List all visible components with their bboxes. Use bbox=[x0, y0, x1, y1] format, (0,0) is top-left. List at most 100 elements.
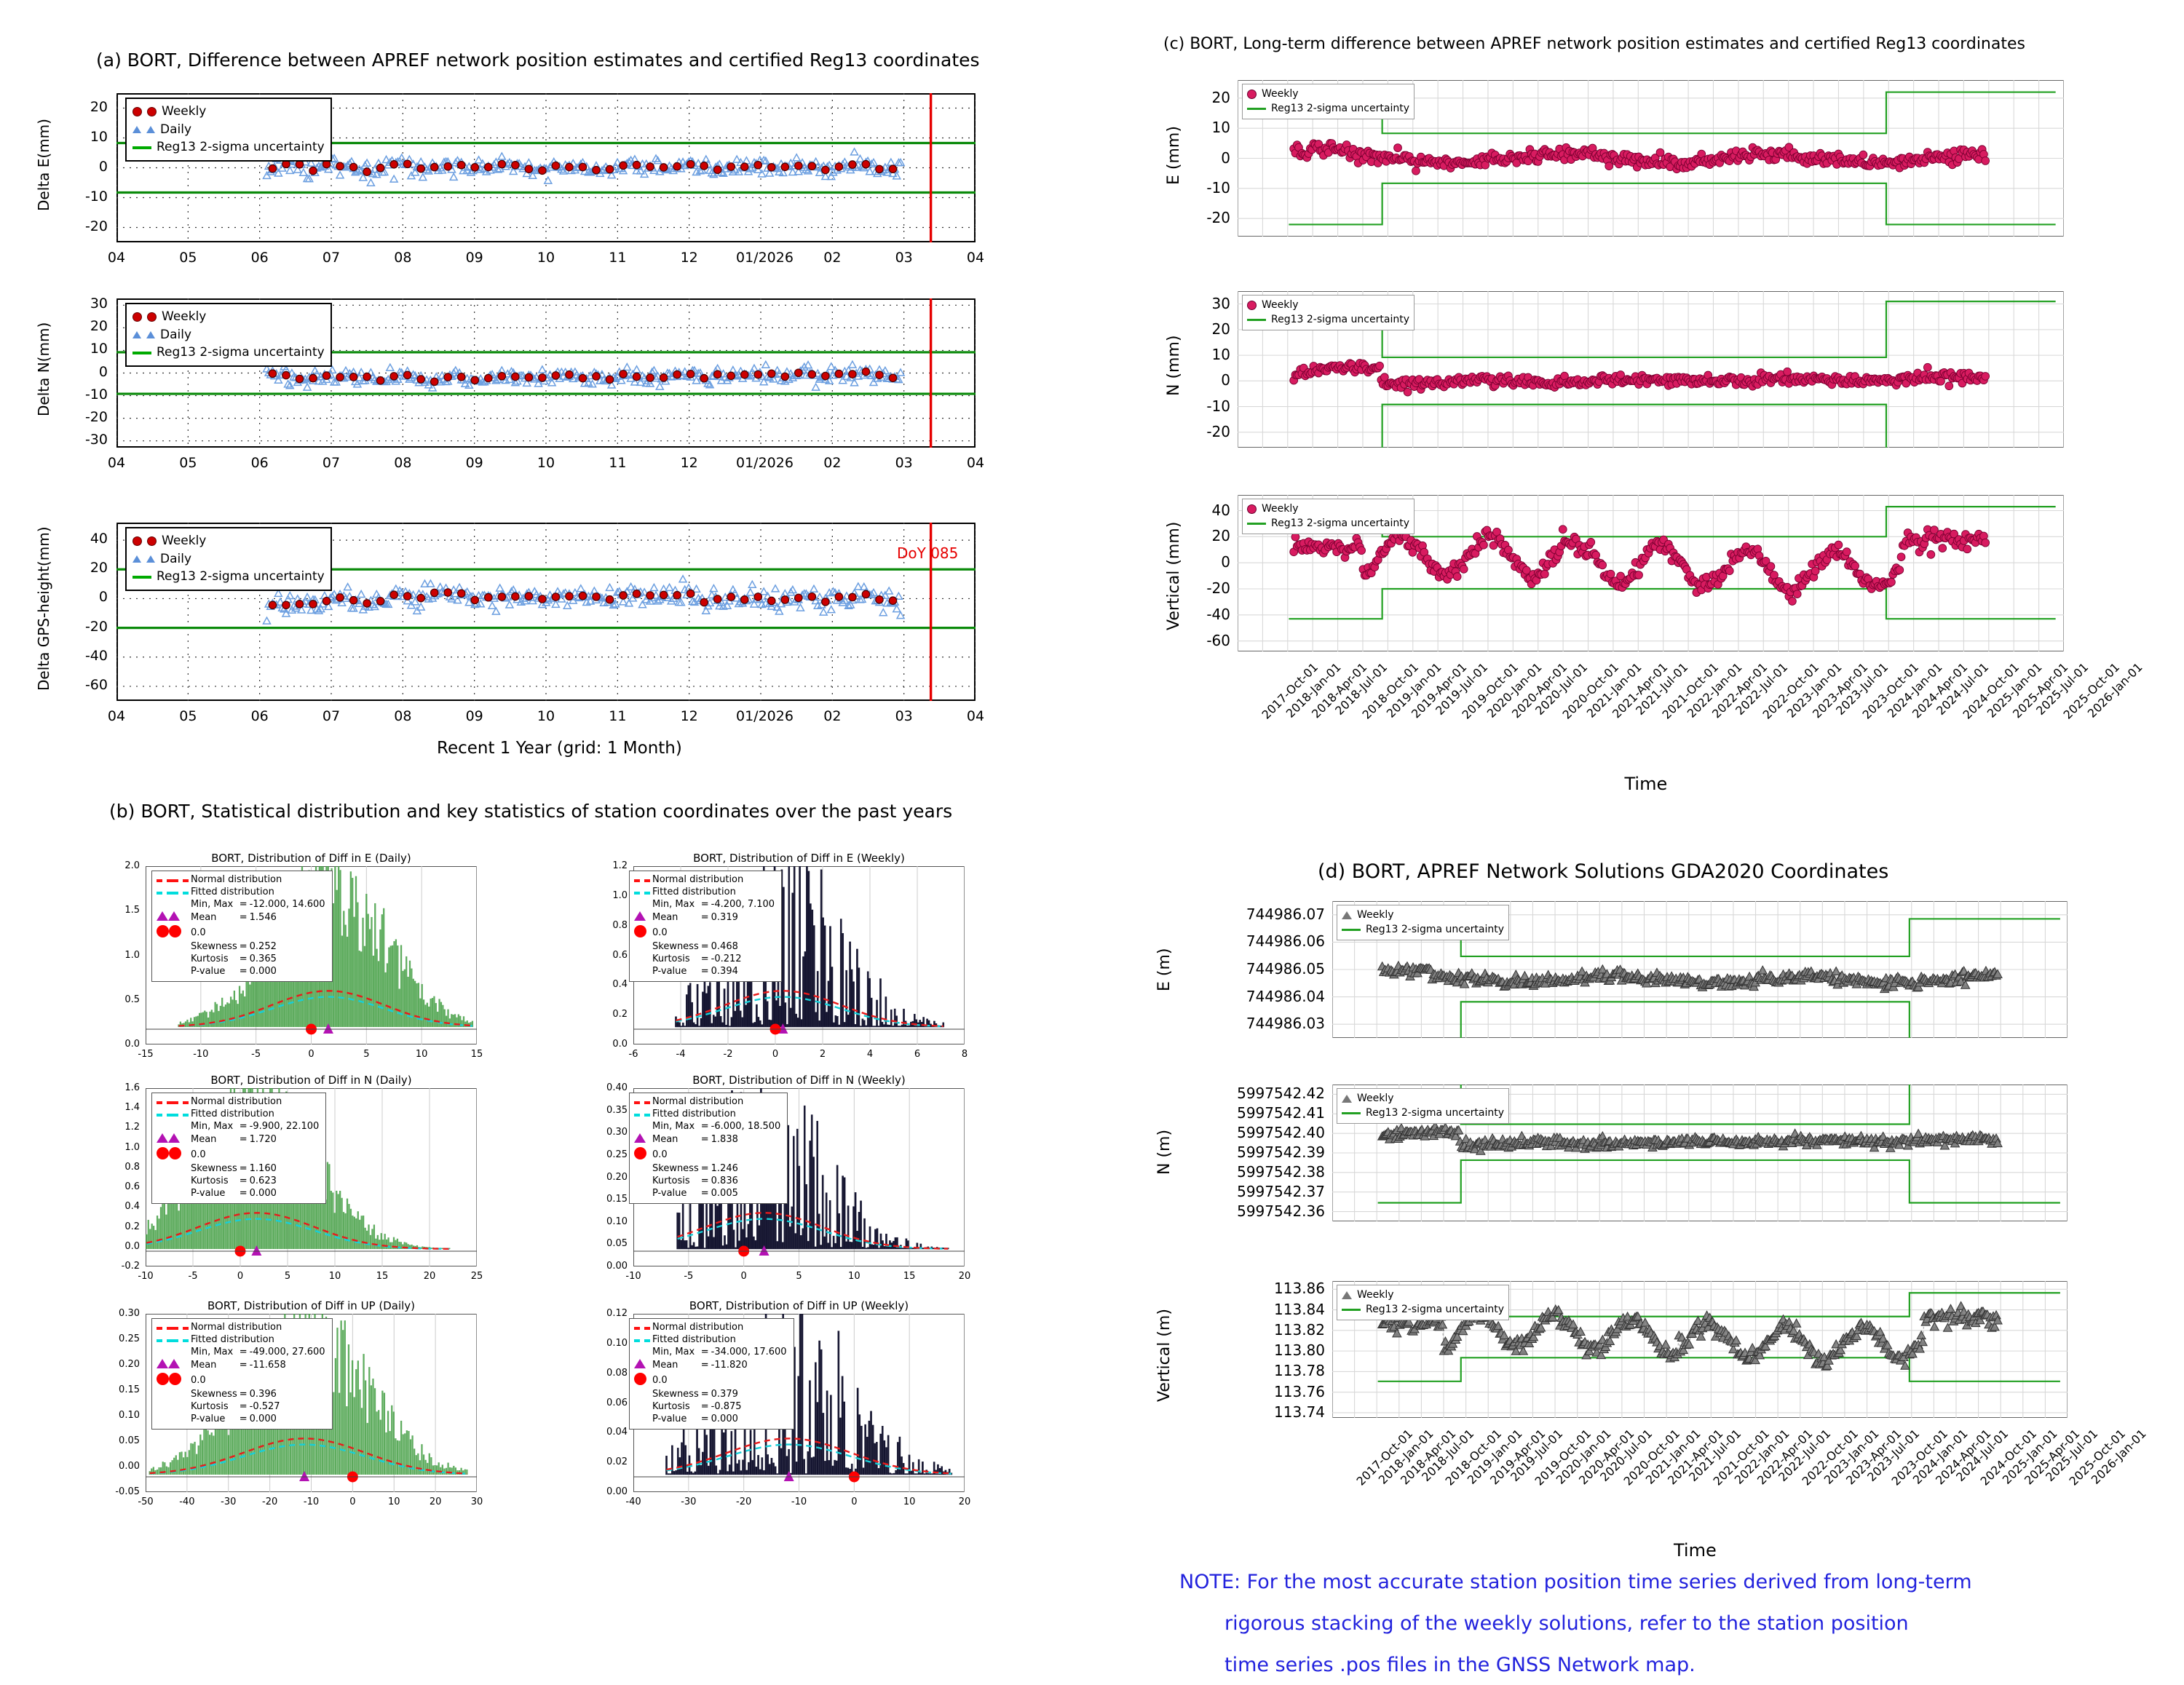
panel-a-subplot-2-ytick: 0 bbox=[50, 589, 108, 605]
panel-b-hist-3-xtick: -5 bbox=[670, 1271, 708, 1282]
panel-b-hist-0-ytick: 2.0 bbox=[102, 860, 140, 871]
panel-b-hist-2-stats[interactable]: Normal distribution Fitted distribution … bbox=[151, 1093, 326, 1204]
panel-b-hist-5-ytick: 0.06 bbox=[590, 1397, 628, 1408]
legend-weekly-label: Weekly bbox=[1357, 1288, 1394, 1302]
panel-c-subplot-0-legend[interactable]: Weekly Reg13 2-sigma uncertainty bbox=[1242, 84, 1415, 119]
panel-a-subplot-0-legend[interactable]: Weekly Daily Reg13 2-sigma uncertainty bbox=[125, 98, 332, 162]
fitted-distribution-line-icon bbox=[173, 1114, 189, 1117]
panel-b-hist-2-xtick: 10 bbox=[316, 1271, 354, 1282]
panel-d-subplot-0-ytick: 744986.03 bbox=[1176, 1015, 1325, 1032]
panel-b-hist-4-xtick: 0 bbox=[333, 1496, 371, 1507]
mean-marker-icon bbox=[634, 1359, 646, 1368]
panel-c-subplot-2-ytick: -60 bbox=[1185, 632, 1230, 649]
legend-sigma-label: Reg13 2-sigma uncertainty bbox=[1271, 312, 1409, 327]
panel-a-doy-annotation: DoY 085 bbox=[897, 544, 958, 562]
panel-d-subplot-1-legend[interactable]: Weekly Reg13 2-sigma uncertainty bbox=[1337, 1088, 1509, 1124]
panel-b-hist-2-ytick: 0.2 bbox=[102, 1221, 140, 1232]
zero-marker-icon bbox=[634, 1147, 646, 1159]
panel-b-hist-3-xtick: 10 bbox=[835, 1271, 873, 1282]
panel-b-hist-2-ytick: 1.4 bbox=[102, 1102, 140, 1113]
panel-a-subplot-1-ytick: -30 bbox=[50, 432, 108, 448]
panel-d-subplot-1-ytick: 5997542.38 bbox=[1176, 1163, 1325, 1181]
panel-b-hist-4-ytick: 0.00 bbox=[102, 1461, 140, 1472]
panel-b-hist-2-ytick: 0.4 bbox=[102, 1201, 140, 1212]
panel-b-hist-4-xtick: -50 bbox=[127, 1496, 165, 1507]
sigma-line-icon bbox=[1247, 523, 1266, 525]
sigma-line-icon bbox=[1342, 1309, 1361, 1311]
mean-marker-icon bbox=[157, 1133, 168, 1143]
panel-d-subplot-2-ytick: 113.78 bbox=[1176, 1362, 1325, 1379]
panel-d-subplot-1-ytick: 5997542.41 bbox=[1176, 1104, 1325, 1122]
panel-c-subplot-0-ylabel: E (mm) bbox=[1165, 126, 1183, 185]
weekly-marker-icon bbox=[132, 536, 142, 546]
panel-b-hist-2-xtick: 25 bbox=[458, 1271, 496, 1282]
panel-b-hist-5-xtick: 10 bbox=[890, 1496, 928, 1507]
normal-distribution-line-icon bbox=[157, 1327, 173, 1330]
panel-b-hist-3-stats[interactable]: Normal distribution Fitted distribution … bbox=[629, 1093, 788, 1204]
panel-d-subplot-0-ytick: 744986.07 bbox=[1176, 905, 1325, 923]
panel-b-hist-2-xtick: 5 bbox=[269, 1271, 306, 1282]
panel-c-subplot-2-legend[interactable]: Weekly Reg13 2-sigma uncertainty bbox=[1242, 499, 1415, 534]
weekly-marker-icon bbox=[1342, 1095, 1352, 1103]
panel-a-subplot-2-ytick: -60 bbox=[50, 677, 108, 693]
fitted-distribution-line-icon bbox=[157, 892, 173, 895]
panel-d-xlabel: Time bbox=[1674, 1540, 1717, 1561]
panel-d-subplot-2-ytick: 113.84 bbox=[1176, 1301, 1325, 1318]
legend-weekly-label: Weekly bbox=[1357, 1091, 1394, 1106]
panel-d-subplot-2-ytick: 113.86 bbox=[1176, 1280, 1325, 1297]
panel-b-hist-0-xtick: 10 bbox=[403, 1049, 440, 1060]
panel-a-subplot-1-xtick: 06 bbox=[235, 455, 285, 471]
normal-distribution-line-icon bbox=[157, 879, 173, 882]
panel-b-hist-3-ytick: 0.25 bbox=[590, 1149, 628, 1160]
panel-a-subplot-2-legend[interactable]: Weekly Daily Reg13 2-sigma uncertainty bbox=[125, 527, 332, 591]
panel-a-subplot-0-xtick: 04 bbox=[951, 250, 1000, 266]
panel-a-subplot-2-ylabel: Delta GPS-height(mm) bbox=[35, 526, 52, 691]
panel-b-hist-0-xtick: 0 bbox=[293, 1049, 331, 1060]
weekly-marker-icon bbox=[1342, 911, 1352, 919]
daily-marker-icon bbox=[132, 331, 141, 338]
panel-b-hist-3-ytick: 0.30 bbox=[590, 1127, 628, 1138]
mean-marker-icon bbox=[157, 911, 168, 921]
panel-b-hist-3-xtick: 5 bbox=[780, 1271, 818, 1282]
panel-c-subplot-1-ytick: 30 bbox=[1185, 295, 1230, 312]
panel-c-subplot-1-ytick: 0 bbox=[1185, 371, 1230, 389]
panel-a-subplot-1-legend[interactable]: Weekly Daily Reg13 2-sigma uncertainty bbox=[125, 303, 332, 367]
panel-a-subplot-0-ytick: -20 bbox=[50, 218, 108, 234]
panel-b-hist-5-stats[interactable]: Normal distribution Fitted distribution … bbox=[629, 1318, 794, 1430]
panel-c-subplot-1-legend[interactable]: Weekly Reg13 2-sigma uncertainty bbox=[1242, 295, 1415, 330]
panel-b-hist-1-stats[interactable]: Normal distribution Fitted distribution … bbox=[629, 871, 782, 982]
panel-b-hist-1-ytick: 1.0 bbox=[590, 890, 628, 901]
panel-b-hist-2-ytick: 0.6 bbox=[102, 1181, 140, 1192]
fitted-distribution-line-icon bbox=[157, 1339, 173, 1342]
panel-c-xlabel: Time bbox=[1625, 774, 1668, 794]
panel-b-hist-5-xtick: 0 bbox=[835, 1496, 873, 1507]
panel-d-subplot-1-ytick: 5997542.36 bbox=[1176, 1202, 1325, 1220]
panel-b-hist-1-xtick: -2 bbox=[709, 1049, 747, 1060]
panel-a-subplot-2-ytick: -20 bbox=[50, 619, 108, 635]
panel-b-hist-5-ytick: 0.10 bbox=[590, 1338, 628, 1349]
daily-marker-icon bbox=[146, 126, 155, 133]
mean-marker-icon bbox=[168, 911, 180, 921]
panel-a-subplot-0-xtick: 05 bbox=[163, 250, 213, 266]
sigma-line-icon bbox=[1247, 108, 1266, 110]
weekly-marker-icon bbox=[1247, 301, 1257, 310]
panel-b-hist-1-xtick: -6 bbox=[614, 1049, 652, 1060]
panel-a-subplot-1-xtick: 10 bbox=[521, 455, 571, 471]
panel-b-hist-4-ytick: 0.15 bbox=[102, 1384, 140, 1395]
panel-a-subplot-1-ytick: 30 bbox=[50, 296, 108, 312]
panel-d-subplot-0-legend[interactable]: Weekly Reg13 2-sigma uncertainty bbox=[1337, 905, 1509, 940]
panel-b-hist-0-stats[interactable]: Normal distribution Fitted distribution … bbox=[151, 871, 333, 982]
panel-c-subplot-2-ytick: 20 bbox=[1185, 527, 1230, 544]
panel-b-hist-4-stats[interactable]: Normal distribution Fitted distribution … bbox=[151, 1318, 333, 1430]
note-line-2: rigorous stacking of the weekly solution… bbox=[1224, 1605, 1909, 1644]
sigma-line-icon bbox=[1342, 1112, 1361, 1114]
panel-a-subplot-2-xtick: 08 bbox=[378, 708, 427, 724]
panel-d-subplot-2-ytick: 113.82 bbox=[1176, 1321, 1325, 1339]
panel-a-subplot-1-xtick: 01/2026 bbox=[736, 455, 786, 471]
panel-a-subplot-0-xtick: 04 bbox=[92, 250, 141, 266]
panel-a-subplot-2-xtick: 04 bbox=[951, 708, 1000, 724]
panel-b-hist-1-xtick: 2 bbox=[804, 1049, 842, 1060]
panel-b-hist-3-xtick: 20 bbox=[946, 1271, 984, 1282]
panel-d-subplot-2-legend[interactable]: Weekly Reg13 2-sigma uncertainty bbox=[1337, 1285, 1509, 1320]
panel-a-xlabel: Recent 1 Year (grid: 1 Month) bbox=[437, 739, 682, 758]
